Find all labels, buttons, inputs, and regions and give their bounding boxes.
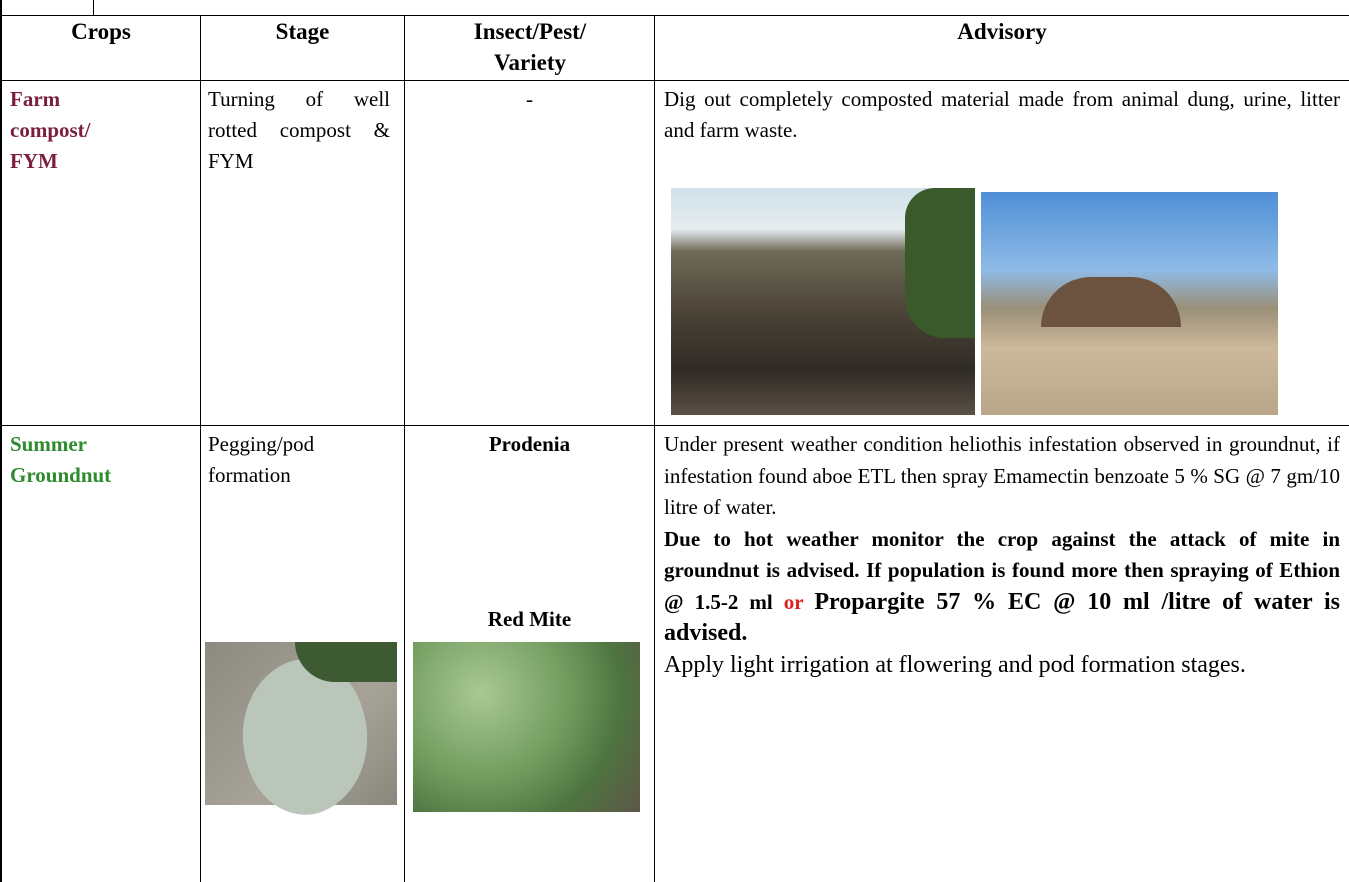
border (200, 15, 201, 882)
border (0, 425, 1349, 426)
compost-heap-photo (981, 192, 1278, 415)
advisory: Dig out completely composted material ma… (664, 84, 1340, 146)
advisory-paragraph: Under present weather condition heliothi… (664, 429, 1340, 524)
crop-name: Summer Groundnut (10, 429, 140, 491)
tree (905, 188, 975, 338)
crop-name: Farm compost/ FYM (10, 84, 110, 177)
border (0, 80, 1349, 81)
border (93, 0, 94, 15)
header-cell: Crops (2, 16, 200, 47)
pest: - (405, 84, 654, 115)
heap (1041, 277, 1181, 327)
compost-pit-photo (671, 188, 975, 415)
header-cell: Insect/Pest/ Variety (445, 16, 615, 78)
border (0, 0, 2, 882)
advisory-text: or (784, 590, 803, 614)
advisory: Under present weather condition heliothi… (664, 429, 1340, 681)
stage: Pegging/pod formation (208, 429, 348, 491)
advisory-paragraph: Due to hot weather monitor the crop agai… (664, 524, 1340, 650)
stage: Turning of well rotted compost & FYM (208, 84, 390, 177)
header-cell: Advisory (655, 16, 1349, 47)
header-cell: Stage (201, 16, 404, 47)
advisory-paragraph: Apply light irrigation at flowering and … (664, 650, 1340, 682)
border (654, 15, 655, 882)
page: {"table": { "header": ["Crops", "Stage",… (0, 0, 1349, 882)
pest: Red Mite (405, 604, 654, 635)
pest: Prodenia (405, 429, 654, 460)
red-mite-photo (413, 642, 640, 812)
leaf-photo (205, 642, 397, 805)
